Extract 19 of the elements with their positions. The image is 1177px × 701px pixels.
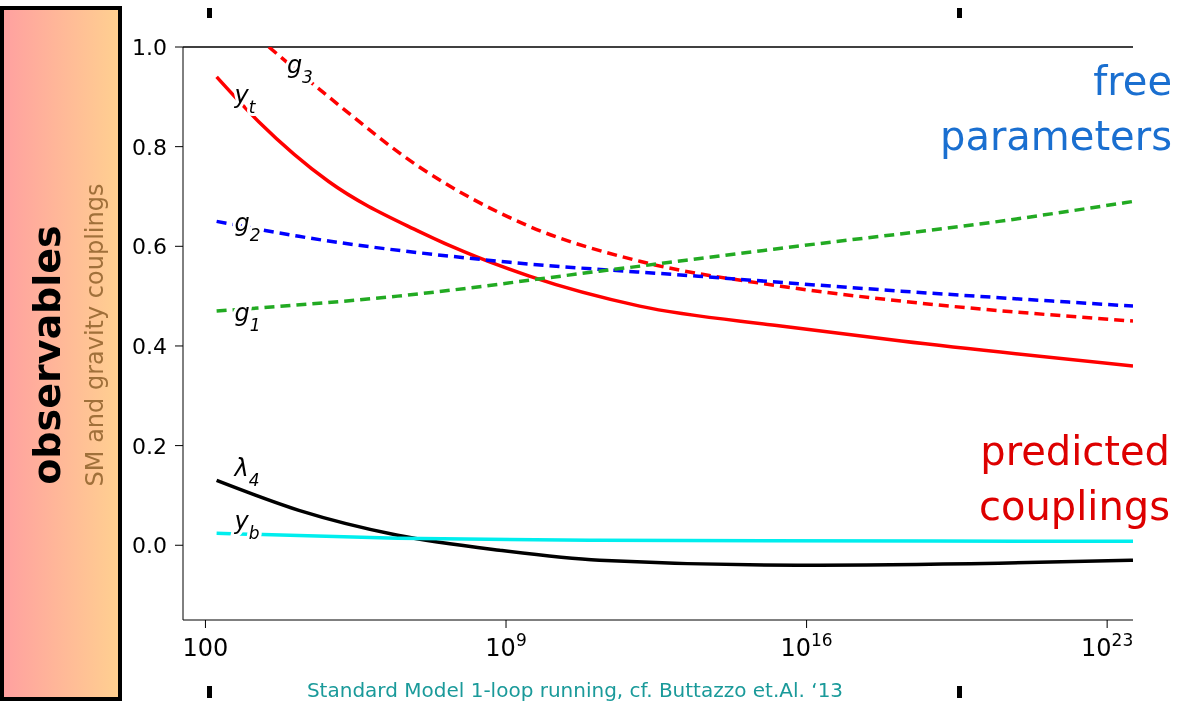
x-tick-label: 10$^{16}$ xyxy=(780,630,833,662)
annotation: predicted couplings xyxy=(978,428,1170,529)
y-tick-label: 0.6 xyxy=(132,234,167,260)
text: observables xyxy=(25,225,69,485)
y-tick-label: 0.2 xyxy=(132,433,167,459)
text: Standard Model 1-loop running, cf. Buttazzo et.Al. ‘13 xyxy=(306,678,844,701)
annotation: free parameters xyxy=(939,58,1172,159)
y-tick-label: 0.8 xyxy=(132,134,167,160)
y-axis-title: SM and gravity couplings xyxy=(81,183,109,487)
y-tick-label: 0.4 xyxy=(132,333,167,359)
y-tick-label: 1.0 xyxy=(132,35,167,60)
series-label: λ$_{4}$ xyxy=(232,454,260,491)
x-tick-label: 10$^{23}$ xyxy=(1081,630,1134,662)
x-tick-label: 10$^{9}$ xyxy=(485,630,527,662)
series-label: g$_{1}$ xyxy=(234,299,261,336)
series-label: y$_{t}$ xyxy=(233,80,257,117)
y-tick-label: 0.0 xyxy=(132,533,167,559)
x-tick-label: 100 xyxy=(182,634,229,662)
series-label: g$_{2}$ xyxy=(234,209,261,246)
